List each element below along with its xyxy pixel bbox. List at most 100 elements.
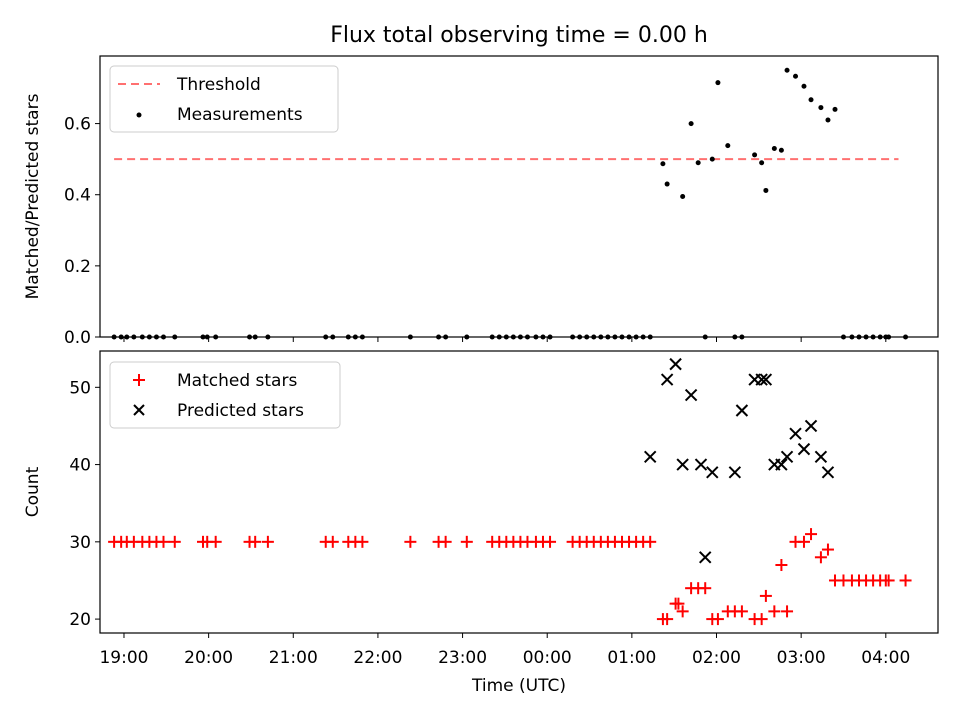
measurement-point (763, 187, 769, 193)
matched-star-marker (768, 605, 781, 618)
predicted-star-marker-b (684, 388, 698, 402)
predicted-star-marker (821, 466, 835, 479)
matched-star-marker (805, 528, 818, 541)
predicted-star-marker (728, 466, 742, 479)
top-y-axis-label: Matched/Predicted stars (23, 93, 43, 299)
predicted-star-marker-b (660, 373, 674, 386)
predicted-star-marker-b (759, 373, 773, 386)
predicted-star-marker (759, 373, 773, 386)
bottom-panel: 20 30 40 50 19:00 20:00 21:00 22:00 23:00 00:00 0… (23, 350, 939, 696)
bottom-x-tick-label: 19:00 (99, 648, 148, 668)
predicted-star-marker-b (797, 442, 811, 456)
measurement-point (688, 121, 694, 127)
measurement-point (680, 194, 686, 199)
matched-star-marker (404, 535, 417, 548)
top-axes-frame (99, 55, 939, 338)
predicted-star-marker-b (706, 466, 719, 479)
matched-star-marker (326, 535, 339, 548)
predicted-star-marker-b (643, 450, 657, 464)
chart-title: Flux total observing time = 0.00 h (330, 23, 708, 48)
top-legend: Threshold Measurements (109, 65, 339, 133)
measurement-point (664, 181, 670, 187)
predicted-star-marker (775, 458, 788, 471)
bottom-x-axis: 19:00 20:00 21:00 22:00 23:00 00:00 01:00 02:00… (99, 633, 910, 668)
predicted-star-marker-b (699, 551, 712, 564)
bottom-y-axis: 20 30 40 50 (69, 378, 100, 630)
matched-star-marker (899, 574, 912, 587)
top-legend-box (109, 65, 339, 133)
measurement-point (793, 73, 799, 79)
measurement-point (818, 105, 824, 111)
measurement-point (825, 117, 831, 123)
measurement-point (725, 143, 731, 149)
matched-star-marker (676, 605, 689, 618)
matched-star-marker (775, 559, 788, 572)
matched-star-marker (759, 589, 772, 602)
matched-star-marker (661, 613, 674, 626)
predicted-star-marker (699, 551, 712, 564)
measurement-point (832, 106, 838, 112)
predicted-star-marker-b (735, 404, 749, 417)
measurement-point (784, 67, 790, 73)
measurement-point (660, 161, 666, 167)
predicted-star-marker-b (669, 357, 682, 371)
matched-star-marker (882, 574, 895, 587)
measurement-point (808, 97, 814, 103)
matched-stars-legend-label: Matched stars (177, 371, 297, 391)
measurement-point (695, 160, 701, 166)
predicted-star-marker (780, 450, 794, 464)
bottom-axes-frame (99, 350, 939, 634)
predicted-star-marker (735, 404, 749, 417)
predicted-star-marker (706, 466, 719, 479)
matched-star-marker (814, 551, 827, 564)
predicted-star-marker (755, 373, 768, 386)
predicted-star-marker-b (728, 466, 742, 479)
predicted-star-marker (684, 388, 698, 402)
measurements-legend-swatch (136, 112, 142, 118)
bottom-legend: Matched stars Predicted stars (109, 361, 341, 429)
bottom-y-tick-label: 30 (69, 533, 91, 553)
bottom-legend-box (109, 361, 341, 429)
matched-star-marker (672, 597, 685, 610)
matched-star-marker (439, 535, 452, 548)
bottom-x-tick-label: 04:00 (861, 648, 910, 668)
predicted-star-marker-b (821, 466, 835, 479)
matched-star-marker (755, 613, 768, 626)
matched-star-marker (711, 613, 724, 626)
matched-star-marker (209, 535, 222, 548)
predicted-star-marker (789, 427, 802, 440)
bottom-y-tick-label: 40 (69, 456, 91, 476)
bottom-x-tick-label: 01:00 (607, 648, 656, 668)
bottom-plot-area (108, 357, 912, 626)
measurement-point (778, 147, 784, 153)
bottom-x-tick-label: 20:00 (184, 648, 233, 668)
x-axis-label: Time (UTC) (471, 676, 566, 696)
matched-star-marker (644, 535, 657, 548)
bottom-x-tick-label: 22:00 (353, 648, 402, 668)
predicted-star-marker (660, 373, 674, 386)
bottom-x-tick-label: 00:00 (523, 648, 572, 668)
top-x-axis (123, 337, 887, 342)
top-panel: 0.0 0.2 0.4 0.6 Matched/Predicted stars Thr… (23, 55, 939, 348)
top-y-tick-label: 0.6 (64, 115, 91, 135)
predicted-star-marker (804, 419, 818, 433)
predicted-star-marker-b (789, 427, 802, 440)
threshold-legend-label: Threshold (176, 75, 261, 95)
bottom-x-tick-label: 02:00 (692, 648, 741, 668)
matched-star-marker (544, 535, 557, 548)
matched-star-marker (356, 535, 369, 548)
measurement-point (759, 160, 765, 166)
bottom-y-tick-label: 20 (69, 610, 91, 630)
matched-star-marker (821, 543, 834, 556)
predicted-stars-legend-label: Predicted stars (177, 401, 304, 421)
predicted-star-marker-b (676, 458, 689, 471)
top-y-axis: 0.0 0.2 0.4 0.6 (64, 115, 100, 348)
measurement-point (715, 80, 721, 86)
measurement-point (752, 152, 758, 158)
top-y-tick-label: 0.0 (64, 328, 91, 348)
predicted-star-marker (694, 458, 708, 471)
predicted-star-marker-b (775, 458, 788, 471)
matched-star-marker (249, 535, 262, 548)
matched-star-marker (699, 582, 712, 595)
bottom-x-tick-label: 03:00 (777, 648, 826, 668)
